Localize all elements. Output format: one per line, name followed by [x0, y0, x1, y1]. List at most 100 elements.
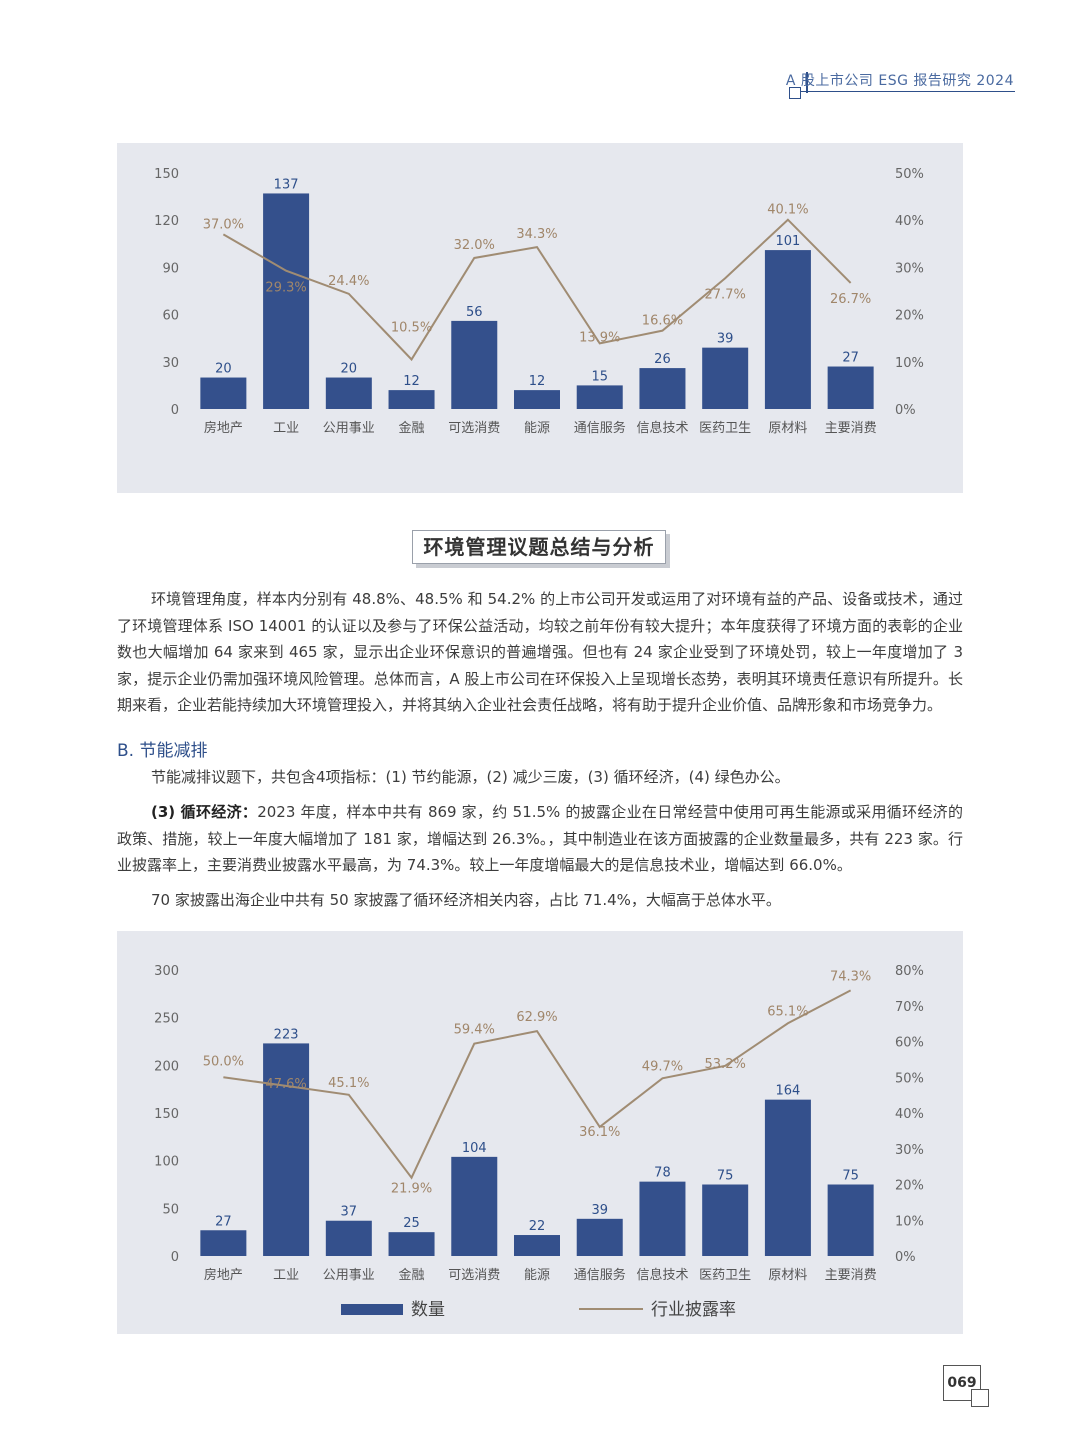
category-tick-label: 主要消费 [825, 1268, 877, 1283]
line-value-label: 13.9% [579, 330, 620, 345]
right-axis-tick-label: 10% [895, 356, 924, 371]
paragraph-circular-economy: (3) 循环经济：2023 年度，样本中共有 869 家，约 51.5% 的披露… [117, 799, 963, 879]
line-value-label: 45.1% [328, 1076, 369, 1091]
left-axis-tick-label: 50 [162, 1202, 179, 1217]
subheading-energy-saving: B. 节能减排 [117, 741, 208, 761]
line-value-label: 50.0% [203, 1054, 244, 1069]
line-value-label: 40.1% [767, 203, 808, 218]
bar-value-label: 104 [462, 1141, 487, 1156]
line-value-label: 34.3% [516, 227, 557, 242]
category-tick-label: 金融 [399, 1267, 425, 1283]
line-value-label: 36.1% [579, 1125, 620, 1140]
category-tick-label: 工业 [273, 421, 299, 436]
right-axis-tick-label: 20% [895, 309, 924, 324]
bar-value-label: 12 [529, 374, 546, 389]
bar-value-label: 12 [403, 374, 420, 389]
paragraph-indicators: 节能减排议题下，共包含4项指标：(1) 节约能源，(2) 减少三废，(3) 循环… [151, 768, 790, 786]
left-axis-tick-label: 90 [162, 261, 179, 276]
line-value-label: 59.4% [454, 1023, 495, 1038]
bar-value-label: 20 [215, 362, 232, 377]
bar-value-label: 56 [466, 305, 483, 320]
bar-value-label: 37 [341, 1205, 358, 1220]
category-tick-label: 医药卫生 [699, 1268, 751, 1283]
bar-value-label: 15 [591, 369, 608, 384]
category-tick-label: 可选消费 [448, 1268, 500, 1283]
bar-11 [827, 366, 874, 409]
bar-value-label: 27 [215, 1214, 232, 1229]
bar-1 [200, 377, 247, 409]
right-axis-tick-label: 60% [895, 1036, 924, 1051]
bar-value-label: 164 [775, 1084, 800, 1099]
line-value-label: 24.4% [328, 274, 369, 289]
category-tick-label: 房地产 [204, 420, 243, 436]
bar-5 [451, 1156, 498, 1256]
bar-value-label: 25 [403, 1216, 420, 1231]
line-value-label: 10.5% [391, 320, 432, 335]
right-axis-tick-label: 20% [895, 1179, 924, 1194]
bar-7 [576, 1218, 623, 1256]
category-tick-label: 信息技术 [636, 420, 688, 436]
line-value-label: 37.0% [203, 217, 244, 232]
category-tick-label: 金融 [399, 420, 425, 436]
bar-8 [639, 368, 686, 409]
circular-economy-text: 2023 年度，样本中共有 869 家，约 51.5% 的披露企业在日常经营中使… [117, 803, 963, 874]
bar-9 [702, 347, 749, 409]
bar-4 [388, 390, 435, 409]
section-title-box: 环境管理议题总结与分析 [412, 530, 670, 568]
legend-bar-swatch [341, 1304, 403, 1315]
category-tick-label: 房地产 [204, 1267, 243, 1283]
page-number-square-icon [971, 1389, 989, 1407]
bar-9 [702, 1184, 749, 1256]
bar-value-label: 101 [775, 234, 800, 249]
bar-2 [263, 1043, 310, 1256]
category-tick-label: 医药卫生 [699, 421, 751, 436]
chart-1-svg: 0 30 60 90 120 150 0% 10% 20% 30% 40% 50% 20 房地产 137 工业… [154, 167, 924, 436]
line-value-label: 16.6% [642, 314, 683, 329]
left-axis-tick-label: 300 [154, 964, 179, 979]
bar-8 [639, 1181, 686, 1256]
left-axis-tick-label: 60 [162, 309, 179, 324]
circular-economy-label: (3) 循环经济： [151, 803, 258, 821]
section-title: 环境管理议题总结与分析 [412, 530, 666, 564]
category-tick-label: 通信服务 [574, 1267, 626, 1283]
line-value-label: 27.7% [705, 287, 746, 302]
bar-11 [827, 1184, 874, 1256]
bar-value-label: 22 [529, 1219, 546, 1234]
line-value-label: 32.0% [454, 238, 495, 253]
left-axis-tick-label: 30 [162, 356, 179, 371]
line-value-label: 29.3% [265, 281, 306, 296]
running-header: A 股上市公司 ESG 报告研究 2024 [785, 73, 1014, 89]
bar-6 [514, 390, 560, 409]
line-value-label: 47.6% [265, 1077, 306, 1092]
category-tick-label: 公用事业 [323, 421, 375, 436]
right-axis-tick-label: 50% [895, 1071, 924, 1086]
right-axis-tick-label: 40% [895, 214, 924, 229]
left-axis-tick-label: 100 [154, 1155, 179, 1170]
right-axis-tick-label: 40% [895, 1107, 924, 1122]
category-tick-label: 能源 [524, 1268, 550, 1283]
bar-7 [576, 385, 623, 409]
line-value-label: 53.2% [705, 1057, 746, 1072]
chart-environment-penalty: 0 30 60 90 120 150 0% 10% 20% 30% 40% 50% 20 房地产 137 工业… [117, 143, 963, 493]
legend-bar-label: 数量 [411, 1300, 445, 1320]
bar-4 [388, 1232, 435, 1256]
paragraph-environment-management: 环境管理角度，样本内分别有 48.8%、48.5% 和 54.2% 的上市公司开… [117, 590, 963, 714]
bar-value-label: 75 [842, 1169, 859, 1184]
category-tick-label: 可选消费 [448, 421, 500, 436]
bar-value-label: 78 [654, 1166, 671, 1181]
bar-10 [764, 1099, 811, 1256]
header-rule [800, 91, 1015, 92]
right-axis-tick-label: 30% [895, 261, 924, 276]
line-value-label: 62.9% [516, 1010, 557, 1025]
right-axis-tick-label: 50% [895, 167, 924, 182]
line-value-label: 49.7% [642, 1059, 683, 1074]
bar-value-label: 75 [717, 1169, 734, 1184]
bar-value-label: 20 [341, 362, 358, 377]
right-axis-tick-label: 0% [895, 1250, 916, 1265]
chart-circular-economy: 0 50 100 150 200 250 300 0% 10% 20% 30% 40% 50% 60% 70… [117, 931, 963, 1334]
category-tick-label: 工业 [273, 1268, 299, 1283]
header-square-icon [789, 87, 801, 99]
left-axis-tick-label: 150 [154, 167, 179, 182]
bar-5 [451, 320, 498, 409]
bar-value-label: 26 [654, 352, 671, 367]
